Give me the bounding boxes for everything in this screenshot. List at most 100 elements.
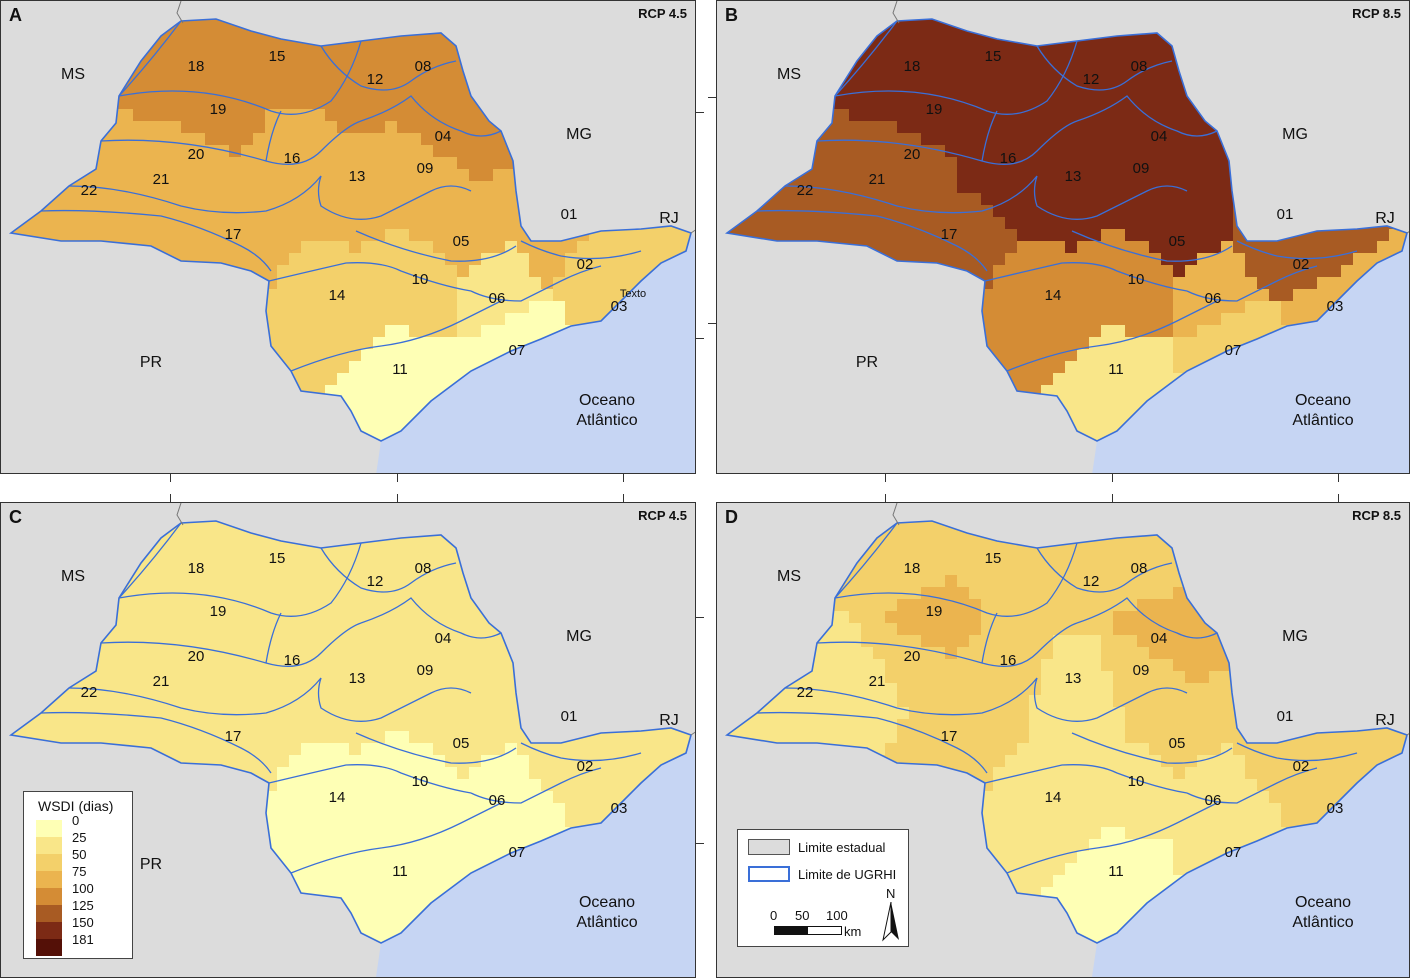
ugrhi-boundary (470, 265, 602, 302)
raster-cell (193, 133, 205, 145)
raster-cell (1101, 289, 1113, 301)
raster-cell (981, 301, 993, 313)
raster-cell (837, 193, 849, 205)
raster-cell (861, 157, 873, 169)
raster-cell (133, 229, 145, 241)
raster-cell (109, 217, 121, 229)
raster-cell (253, 205, 265, 217)
ugrhi-label-03: 03 (611, 298, 628, 315)
raster-cell (1125, 325, 1137, 337)
raster-cell (1053, 229, 1065, 241)
raster-cell (277, 85, 289, 97)
raster-cell (445, 229, 457, 241)
raster-cell (277, 121, 289, 133)
raster-cell (277, 73, 289, 85)
raster-cell (385, 313, 397, 325)
raster-cell (1005, 49, 1017, 61)
raster-cell (825, 193, 837, 205)
ugrhi-boundary (265, 110, 282, 162)
raster-cell (849, 85, 861, 97)
raster-cell (397, 361, 409, 373)
raster-cell (1137, 277, 1149, 289)
raster-cell (1197, 349, 1209, 361)
raster-cell (169, 229, 181, 241)
raster-cell (1149, 349, 1161, 361)
raster-cell (969, 85, 981, 97)
raster-cell (1089, 277, 1101, 289)
raster-cell (505, 229, 517, 241)
raster-cell (433, 193, 445, 205)
raster-cell (121, 169, 133, 181)
raster-cell (1125, 349, 1137, 361)
raster-cell (1077, 253, 1089, 265)
raster-cell (981, 217, 993, 229)
raster-cell (457, 253, 469, 265)
raster-cell (1281, 241, 1293, 253)
raster-cell (361, 97, 373, 109)
raster-cell (385, 229, 397, 241)
raster-cell (457, 85, 469, 97)
raster-cell (361, 229, 373, 241)
raster-cell (121, 217, 133, 229)
raster-cell (361, 289, 373, 301)
raster-cell (433, 181, 445, 193)
panel-letter: A (9, 5, 22, 25)
raster-cell (1017, 49, 1029, 61)
raster-cell (361, 313, 373, 325)
raster-cell (1041, 193, 1053, 205)
raster-cell (1149, 373, 1161, 385)
raster-cell (1017, 289, 1029, 301)
raster-cell (1005, 313, 1017, 325)
raster-cell (313, 133, 325, 145)
raster-cell (457, 349, 469, 361)
raster-cell (1137, 313, 1149, 325)
raster-cell (1149, 289, 1161, 301)
raster-cell (505, 265, 517, 277)
raster-cell (1149, 217, 1161, 229)
raster-cell (849, 121, 861, 133)
raster-cell (265, 539, 277, 551)
raster-cell (157, 169, 169, 181)
raster-cell (313, 73, 325, 85)
raster-cell (97, 193, 109, 205)
raster-cell (529, 277, 541, 289)
raster-cell (481, 349, 493, 361)
ugrhi-label-16: 16 (284, 150, 301, 167)
raster-cell (517, 325, 529, 337)
raster-cell (421, 373, 433, 385)
ugrhi-boundary (1033, 175, 1188, 220)
raster-cell (849, 133, 861, 145)
raster-cell (1221, 337, 1233, 349)
raster-cell (373, 121, 385, 133)
raster-cell (1089, 373, 1101, 385)
raster-cell (933, 133, 945, 145)
raster-cell (385, 85, 397, 97)
raster-cell (981, 157, 993, 169)
raster-cell (837, 133, 849, 145)
raster-cell (181, 157, 193, 169)
raster-cell (945, 145, 957, 157)
raster-cell (301, 301, 313, 313)
raster-cell (337, 301, 349, 313)
raster-cell (1101, 397, 1113, 409)
raster-cell (993, 217, 1005, 229)
raster-cell (241, 229, 253, 241)
ugrhi-boundary (118, 40, 362, 115)
raster-cell (1017, 373, 1029, 385)
raster-cell (921, 169, 933, 181)
raster-cell (945, 253, 957, 265)
raster-cell (217, 85, 229, 97)
raster-cell (1029, 229, 1041, 241)
raster-cell (373, 205, 385, 217)
raster-cell (313, 145, 325, 157)
raster-cell (1065, 361, 1077, 373)
ugrhi-boundary (520, 240, 642, 260)
raster-cell (493, 193, 505, 205)
raster-cell (1137, 241, 1149, 253)
raster-cell (933, 229, 945, 241)
raster-cell (241, 61, 253, 73)
raster-cell (1389, 241, 1401, 253)
raster-cell (349, 385, 361, 397)
raster-cell (1125, 61, 1137, 73)
raster-cell (301, 85, 313, 97)
